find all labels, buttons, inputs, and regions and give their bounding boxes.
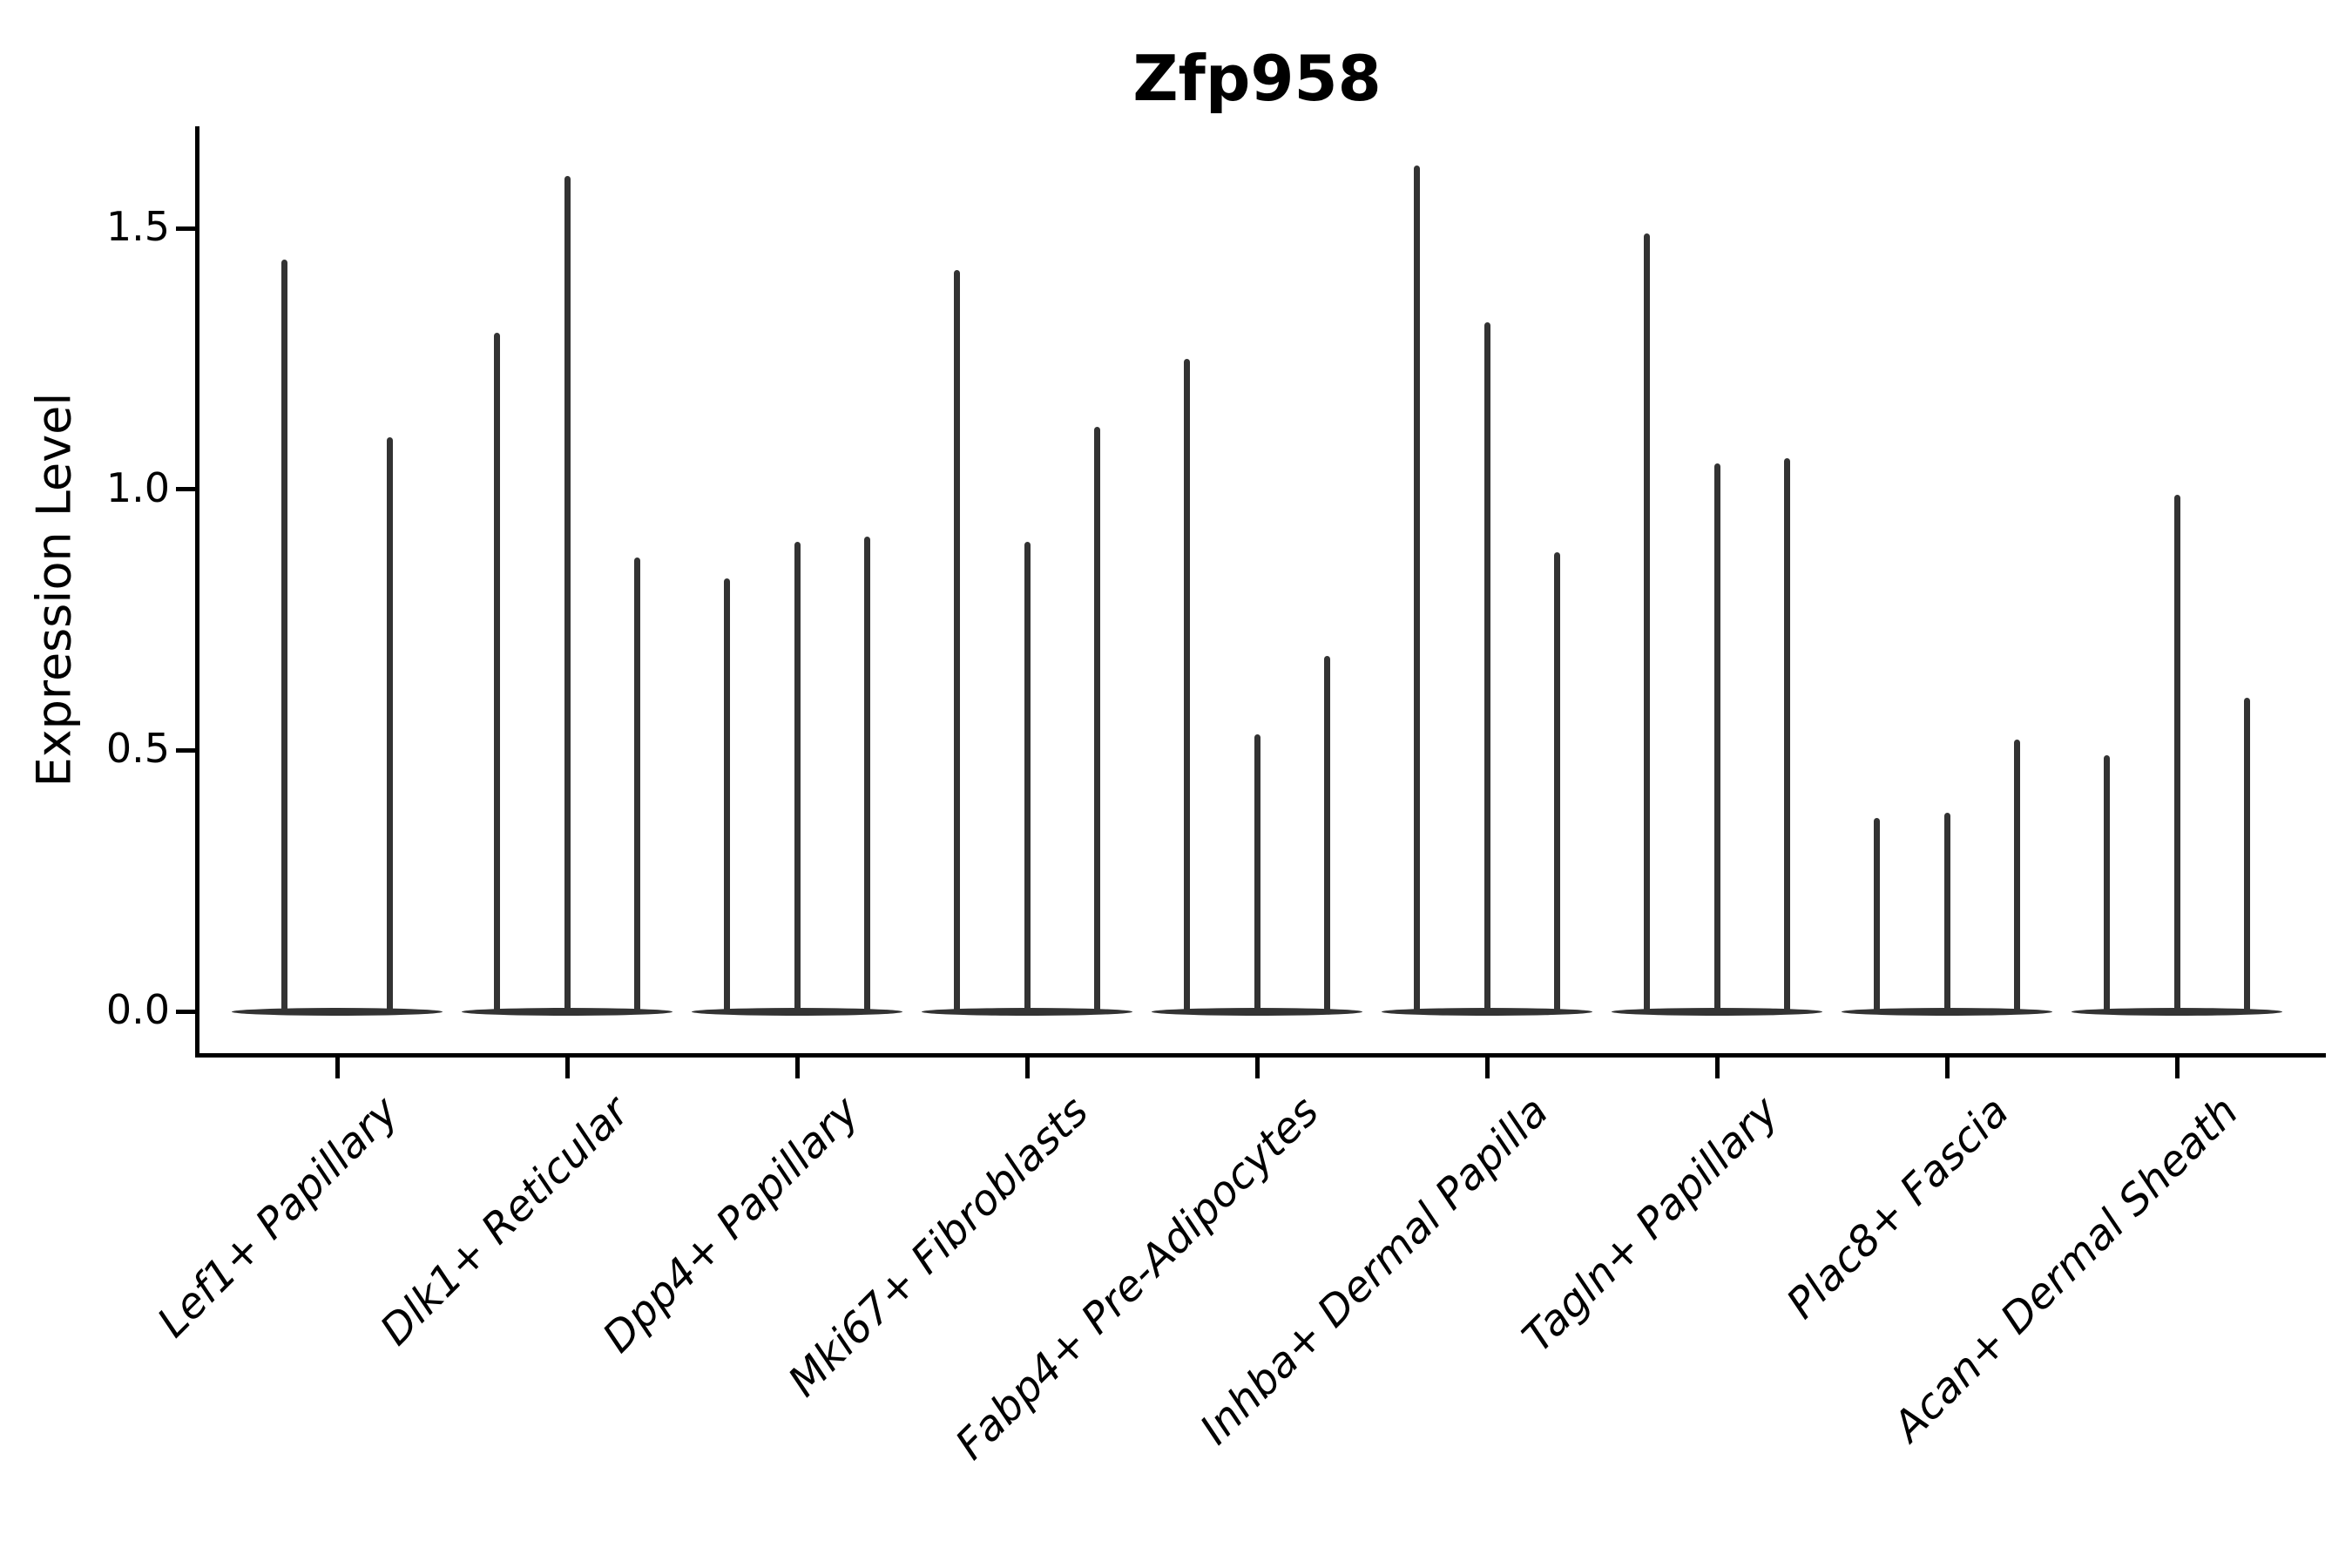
- x-tick-label: Tagln+ Papillary: [1513, 1087, 1788, 1362]
- y-tick-mark: [176, 226, 195, 231]
- x-tick-mark: [335, 1058, 340, 1078]
- y-tick-label: 0.0: [105, 986, 170, 1033]
- x-tick-label: Plac8+ Fascia: [1776, 1087, 2018, 1328]
- y-axis-spine: [195, 126, 199, 1058]
- x-tick-mark: [564, 1058, 570, 1078]
- violin-needle: [1784, 457, 1791, 1011]
- x-tick-mark: [1944, 1058, 1950, 1078]
- x-tick-mark: [794, 1058, 800, 1078]
- violin-needle: [953, 269, 960, 1011]
- violin-needle: [723, 578, 730, 1011]
- x-tick-mark: [1714, 1058, 1720, 1078]
- violin-needle: [1094, 426, 1101, 1011]
- x-tick-label: Fabp4+ Pre-Adipocytes: [946, 1087, 1328, 1470]
- violin-needle: [864, 536, 871, 1011]
- x-tick-label: Dlk1+ Reticular: [370, 1087, 639, 1355]
- violin-zero-base: [1382, 1007, 1592, 1016]
- violin-zero-base: [1152, 1007, 1362, 1016]
- violin-needle: [794, 541, 801, 1011]
- y-tick-label: 1.5: [105, 203, 170, 251]
- x-tick-label: Dpp4+ Papillary: [593, 1087, 868, 1362]
- violin-needle: [1873, 818, 1880, 1011]
- violin-zero-base: [2072, 1007, 2282, 1016]
- violin-needle: [387, 436, 393, 1011]
- violin-zero-base: [462, 1007, 672, 1016]
- violin-needle: [564, 176, 571, 1011]
- violin-needle: [1484, 321, 1490, 1011]
- violin-zero-base: [922, 1007, 1132, 1016]
- plot-title: Zfp958: [1132, 42, 1382, 115]
- y-tick-mark: [176, 487, 195, 492]
- y-tick-label: 0.5: [105, 725, 170, 773]
- violin-needle: [1943, 813, 1950, 1011]
- violin-needle: [1254, 734, 1260, 1011]
- y-tick-mark: [176, 747, 195, 753]
- violin-needle: [1183, 358, 1190, 1011]
- violin-needle: [2103, 755, 2110, 1011]
- x-tick-label: Lef1+ Papillary: [148, 1087, 409, 1348]
- x-tick-mark: [1024, 1058, 1030, 1078]
- violin-needle: [2173, 494, 2180, 1011]
- violin-zero-base: [232, 1007, 443, 1016]
- violin-needle: [281, 260, 287, 1011]
- violin-needle: [2244, 698, 2251, 1011]
- violin-needle: [1643, 233, 1650, 1011]
- violin-zero-base: [692, 1007, 902, 1016]
- violin-needle: [1413, 166, 1420, 1011]
- violin-needle: [1324, 656, 1331, 1011]
- violin-zero-base: [1842, 1007, 2052, 1016]
- violin-needle: [2014, 740, 2021, 1011]
- violin-needle: [1024, 541, 1031, 1011]
- violin-needle: [1554, 551, 1561, 1011]
- x-tick-mark: [1484, 1058, 1490, 1078]
- violin-needle: [634, 557, 641, 1011]
- violin-needle: [1713, 463, 1720, 1011]
- y-tick-label: 1.0: [105, 463, 170, 511]
- y-tick-mark: [176, 1009, 195, 1014]
- x-tick-mark: [2174, 1058, 2180, 1078]
- x-axis-spine: [195, 1053, 2326, 1058]
- x-tick-mark: [1254, 1058, 1260, 1078]
- violin-zero-base: [1612, 1007, 1822, 1016]
- violin-needle: [493, 332, 500, 1011]
